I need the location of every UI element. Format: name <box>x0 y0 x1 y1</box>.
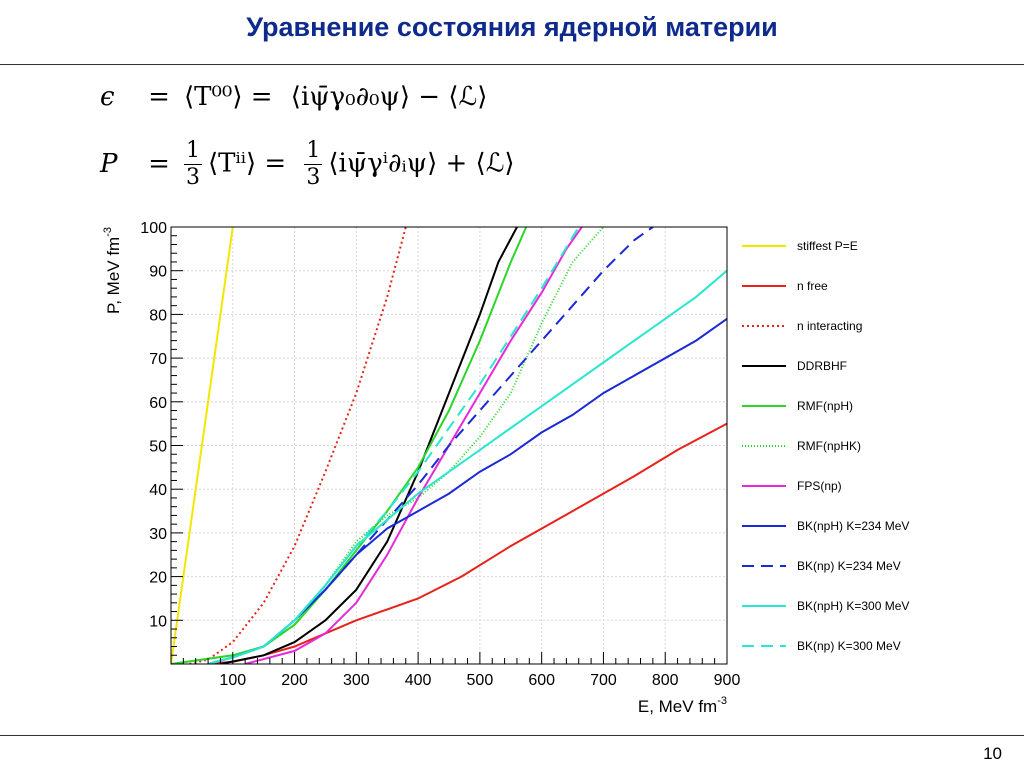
y-tick-label: 10 <box>149 613 167 630</box>
slide-title: Уравнение состояния ядерной материи <box>246 12 778 42</box>
series-line-0 <box>171 227 234 664</box>
legend-swatch <box>742 565 786 567</box>
x-tick-label: 300 <box>343 672 370 689</box>
legend-item: BK(np) K=300 MeV <box>742 636 1002 656</box>
energy-density-equation: ϵ = ⟨T⁰⁰⟩ = ⟨iψ̄γ₀∂₀ψ⟩ − ⟨ℒ⟩ <box>100 82 487 112</box>
legend-label: FPS(np) <box>797 479 842 493</box>
legend-label: n interacting <box>797 319 863 333</box>
x-tick-label: 400 <box>405 672 432 689</box>
legend-label: RMF(npH) <box>797 399 853 413</box>
legend-label: DDRBHF <box>797 359 847 373</box>
legend-swatch <box>742 525 786 527</box>
x-axis-label: E, MeV fm-3 <box>638 695 727 716</box>
equals-sign: = <box>148 82 170 112</box>
legend-label: BK(npH) K=300 MeV <box>797 599 910 613</box>
y-tick-label: 20 <box>149 570 167 587</box>
legend-swatch <box>742 405 786 407</box>
y-tick-label: 100 <box>140 220 167 237</box>
series-line-6 <box>244 227 583 664</box>
series-lines <box>171 227 727 664</box>
x-tick-label: 900 <box>714 672 741 689</box>
x-tick-label: 200 <box>281 672 308 689</box>
legend-label: n free <box>797 279 828 293</box>
pressure-equation: P = 1 3 ⟨Tⁱⁱ⟩ = 1 3 ⟨iψ̄γⁱ∂ᵢψ⟩ + ⟨ℒ⟩ <box>100 138 515 191</box>
pressure-rhs: ⟨iψ̄γⁱ∂ᵢψ⟩ + ⟨ℒ⟩ <box>328 148 515 179</box>
x-tick-label: 800 <box>652 672 679 689</box>
legend-label: BK(np) K=234 MeV <box>797 559 901 573</box>
legend-swatch <box>742 485 786 487</box>
legend-item: n interacting <box>742 316 1002 336</box>
legend-item: RMF(npHK) <box>742 436 1002 456</box>
y-tick-label: 70 <box>149 351 167 368</box>
legend-swatch <box>742 445 786 447</box>
x-tick-label: 100 <box>219 672 246 689</box>
y-tick-label: 90 <box>149 264 167 281</box>
legend-swatch <box>742 325 786 327</box>
series-line-3 <box>220 227 518 664</box>
x-tick-label: 500 <box>467 672 494 689</box>
x-tick-label: 700 <box>590 672 617 689</box>
legend-swatch <box>742 245 786 247</box>
legend-swatch <box>742 285 786 287</box>
y-tick-label: 60 <box>149 395 167 412</box>
energy-tensor-term: ⟨T⁰⁰⟩ = <box>184 82 273 112</box>
legend-item: BK(np) K=234 MeV <box>742 556 1002 576</box>
page-number: 10 <box>983 744 1002 763</box>
legend-item: BK(npH) K=300 MeV <box>742 596 1002 616</box>
legend-item: BK(npH) K=234 MeV <box>742 516 1002 536</box>
equals-sign: = <box>148 148 170 179</box>
series-line-10 <box>207 227 580 664</box>
legend-item: DDRBHF <box>742 356 1002 376</box>
x-tick-label: 600 <box>528 672 555 689</box>
legend-label: stiffest P=E <box>797 239 858 253</box>
y-tick-label: 40 <box>149 482 167 499</box>
pressure-tensor-term: ⟨Tⁱⁱ⟩ = <box>208 148 287 179</box>
legend-swatch <box>742 365 786 367</box>
series-line-9 <box>207 269 727 664</box>
header-divider <box>0 64 1024 65</box>
y-tick-label: 30 <box>149 526 167 543</box>
y-tick-label: 80 <box>149 307 167 324</box>
legend-item: RMF(npH) <box>742 396 1002 416</box>
legend-swatch <box>742 605 786 607</box>
y-tick-label: 50 <box>149 439 167 456</box>
legend-item: n free <box>742 276 1002 296</box>
legend-item: FPS(np) <box>742 476 1002 496</box>
series-line-2 <box>189 227 407 664</box>
legend-label: BK(np) K=300 MeV <box>797 639 901 653</box>
legend-swatch <box>742 645 786 647</box>
epsilon-symbol: ϵ <box>100 82 115 112</box>
legend-label: RMF(npHK) <box>797 439 862 453</box>
legend-item: stiffest P=E <box>742 236 1002 256</box>
footer-divider <box>0 735 1024 736</box>
legend-label: BK(npH) K=234 MeV <box>797 519 910 533</box>
pressure-symbol: P <box>100 148 118 179</box>
energy-rhs: ⟨iψ̄γ₀∂₀ψ⟩ − ⟨ℒ⟩ <box>290 82 488 112</box>
y-axis-label: P, MeV fm-3 <box>102 227 123 314</box>
axis-ticks: 100 200 300 400 500 600 700 800 900 10 20 30 40 50 60 7… <box>140 220 740 689</box>
